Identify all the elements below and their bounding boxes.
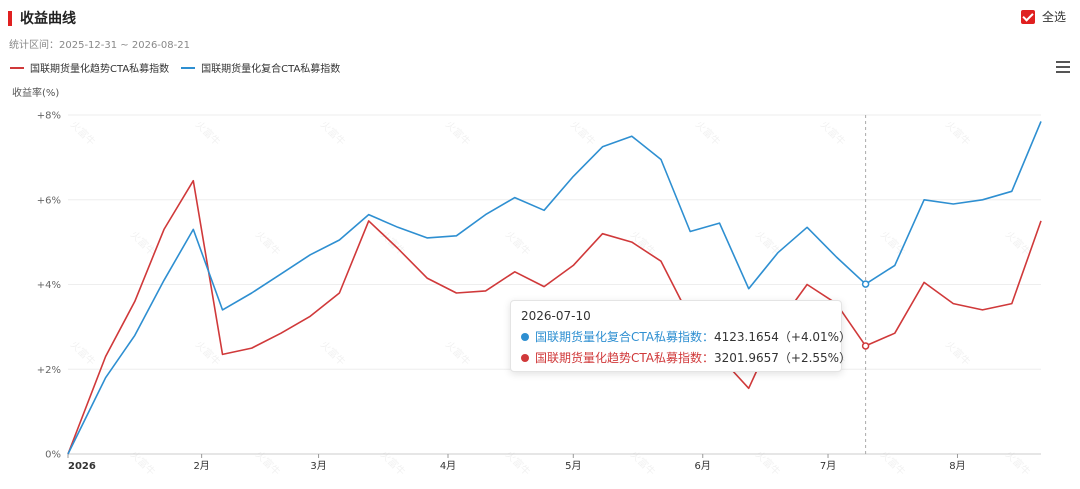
menu-bar-1: [1056, 61, 1070, 63]
watermark: 火富牛: [943, 118, 973, 148]
x-tick-label: 2026: [68, 461, 96, 472]
watermark: 火富牛: [1003, 448, 1033, 478]
hamburger-menu-icon[interactable]: [1056, 61, 1070, 73]
watermark: 火富牛: [443, 118, 473, 148]
highlight-point-trend: [861, 342, 870, 350]
watermark: 火富牛: [253, 448, 283, 478]
watermark: 火富牛: [818, 118, 848, 148]
chart-tooltip: 2026-07-10 国联期货量化复合CTA私募指数： 4123.1654（+4…: [510, 300, 851, 372]
tooltip-dot-trend: [521, 353, 529, 362]
watermark: 火富牛: [128, 448, 158, 478]
tooltip-row-composite: 国联期货量化复合CTA私募指数： 4123.1654（+4.01%）: [521, 328, 851, 345]
x-tick-label: 2月: [193, 460, 209, 472]
y-tick-label: +4%: [37, 280, 61, 291]
watermark: 火富牛: [943, 338, 973, 368]
y-tick-label: 0%: [45, 450, 61, 461]
watermark: 火富牛: [318, 338, 348, 368]
page-title: 收益曲线: [20, 11, 76, 27]
x-tick-label: 3月: [310, 460, 326, 472]
y-axis-title: 收益率(%): [12, 88, 60, 99]
x-tick-label: 4月: [440, 460, 456, 472]
watermark: 火富牛: [318, 118, 348, 148]
tooltip-value-trend: 3201.9657（+2.55%）: [714, 351, 852, 365]
title-bar: 收益曲线: [8, 8, 76, 28]
tooltip-date: 2026-07-10: [521, 309, 591, 323]
series-line-composite: [67, 121, 1042, 455]
y-tick-label: +2%: [37, 365, 61, 376]
watermark: 火富牛: [753, 228, 783, 258]
watermark: 火富牛: [253, 228, 283, 258]
statistics-range: 统计区间：2025-12-31 ~ 2026-08-21: [9, 40, 190, 51]
tooltip-row-trend: 国联期货量化趋势CTA私募指数： 3201.9657（+2.55%）: [521, 349, 851, 366]
x-tick-label: 8月: [949, 460, 965, 472]
select-all-label: 全选: [1041, 10, 1066, 24]
series-line-trend: [67, 179, 1042, 455]
watermark: 火富牛: [693, 118, 723, 148]
y-tick-label: +8%: [37, 111, 61, 122]
watermark: 火富牛: [503, 228, 533, 258]
legend-item-trend[interactable]: 国联期货量化趋势CTA私募指数: [10, 60, 169, 75]
watermark: 火富牛: [503, 448, 533, 478]
tooltip-value-composite: 4123.1654（+4.01%）: [714, 330, 852, 344]
tooltip-series-name-trend: 国联期货量化趋势CTA私募指数：: [535, 351, 714, 365]
checkbox-checked-icon[interactable]: [1020, 9, 1035, 24]
watermark: 火富牛: [193, 118, 223, 148]
watermark: 火富牛: [753, 448, 783, 478]
legend-swatch-trend: [10, 66, 24, 69]
x-tick-label: 7月: [820, 460, 836, 472]
y-tick-label: +6%: [37, 195, 61, 206]
watermark: 火富牛: [68, 338, 98, 368]
select-all-toggle[interactable]: 全选: [1020, 8, 1066, 25]
menu-bar-2: [1056, 66, 1070, 68]
title-accent-bar: [8, 10, 12, 26]
watermark: 火富牛: [878, 448, 908, 478]
watermark: 火富牛: [378, 448, 408, 478]
x-tick-label: 6月: [695, 460, 711, 472]
watermark: 火富牛: [68, 118, 98, 148]
menu-bar-3: [1056, 71, 1070, 73]
legend-label-trend: 国联期货量化趋势CTA私募指数: [30, 64, 170, 75]
highlight-point-composite: [861, 280, 870, 288]
legend-swatch-composite: [181, 66, 196, 69]
watermark: 火富牛: [628, 448, 658, 478]
watermark: 火富牛: [878, 228, 908, 258]
tooltip-series-name-composite: 国联期货量化复合CTA私募指数：: [535, 330, 714, 344]
tooltip-dot-composite: [521, 332, 529, 341]
watermark: 火富牛: [443, 338, 473, 368]
chart-legend: 国联期货量化趋势CTA私募指数 国联期货量化复合CTA私募指数: [10, 60, 352, 75]
watermark: 火富牛: [193, 338, 223, 368]
legend-label-composite: 国联期货量化复合CTA私募指数: [201, 64, 341, 75]
legend-item-composite[interactable]: 国联期货量化复合CTA私募指数: [181, 60, 340, 75]
watermark: 火富牛: [568, 118, 598, 148]
x-tick-label: 5月: [565, 460, 581, 472]
